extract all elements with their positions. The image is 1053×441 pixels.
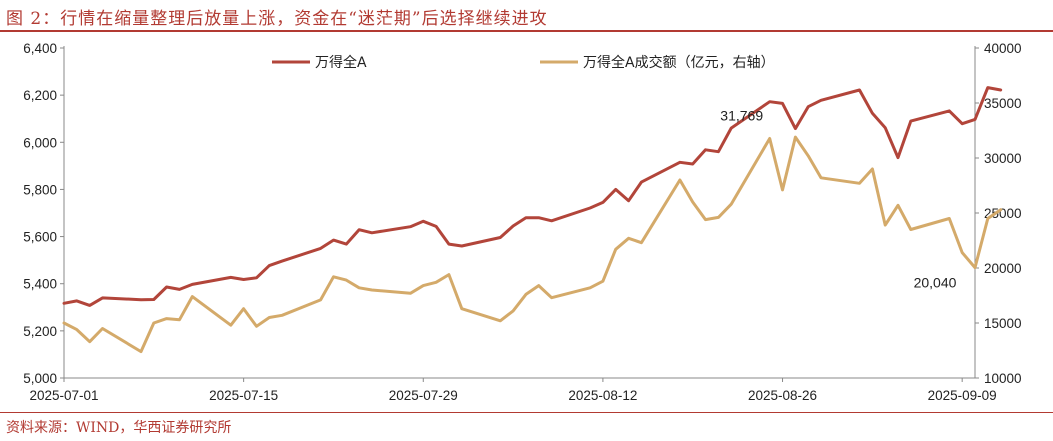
x-axis-tick-label: 2025-07-01: [29, 388, 98, 403]
right-axis-tick-label: 30000: [984, 151, 1022, 166]
right-axis-tick-label: 10000: [984, 371, 1022, 386]
x-axis-tick-label: 2025-08-26: [748, 388, 817, 403]
data-label: 20,040: [914, 275, 957, 291]
series-line-2: [62, 135, 1003, 354]
source-note: 资料来源：WIND，华西证券研究所: [6, 420, 232, 436]
page-title: 图 2：行情在缩量整理后放量上涨，资金在“迷茫期”后选择继续进攻: [6, 9, 548, 29]
x-axis-tick-label: 2025-07-29: [389, 388, 458, 403]
right-axis-tick-label: 25000: [984, 206, 1022, 221]
right-axis-tick-label: 35000: [984, 96, 1022, 111]
chart-legend: 万得全A 万得全A成交额（亿元，右轴）: [272, 54, 775, 71]
chart-axes: 5,000 5,200 5,400 5,600 5,800 6,000 6,200 6,400…: [23, 41, 1021, 403]
series-line-1: [62, 86, 1003, 307]
x-axis-tick-label: 2025-08-12: [568, 388, 637, 403]
left-axis-tick-label: 6,200: [23, 88, 57, 103]
legend-label-1: 万得全A: [315, 54, 367, 71]
series-layer: [62, 86, 1003, 354]
right-axis-tick-label: 20000: [984, 261, 1022, 276]
right-axis-tick-label: 40000: [984, 41, 1022, 56]
left-axis-tick-label: 5,200: [23, 324, 57, 339]
right-axis-tick-label: 15000: [984, 316, 1022, 331]
left-axis-tick-label: 5,800: [23, 182, 57, 197]
x-axis-tick-label: 2025-07-15: [209, 388, 278, 403]
x-axis-tick-label: 2025-09-09: [928, 388, 997, 403]
left-axis-tick-label: 5,600: [23, 230, 57, 245]
legend-label-2: 万得全A成交额（亿元，右轴）: [583, 54, 775, 71]
left-axis-tick-label: 5,400: [23, 277, 57, 292]
left-axis-tick-label: 6,400: [23, 41, 57, 56]
title-divider: [0, 30, 1053, 32]
source-divider: [0, 412, 1053, 413]
left-axis-tick-label: 5,000: [23, 371, 57, 386]
data-label: 31,769: [720, 108, 763, 124]
annotation-layer: 31,769 20,040: [720, 108, 956, 291]
left-axis-tick-label: 6,000: [23, 135, 57, 150]
